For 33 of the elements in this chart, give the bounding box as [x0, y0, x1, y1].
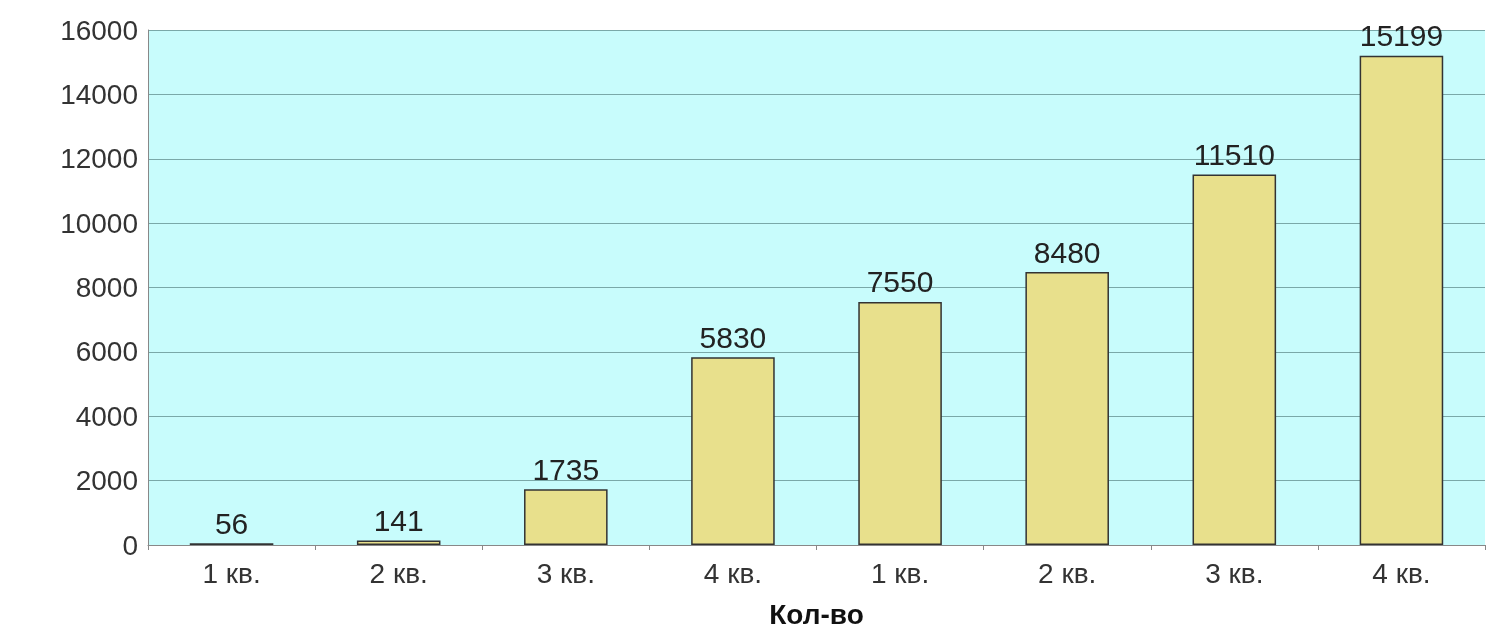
bar: [356, 540, 441, 545]
bar: [1359, 55, 1444, 545]
data-label: 141: [373, 503, 424, 537]
bar: [524, 489, 608, 545]
y-tick-label: 2000: [75, 465, 138, 497]
x-tick-label: 1 кв.: [202, 557, 261, 589]
bar: [858, 301, 942, 545]
data-label: 11510: [1193, 138, 1275, 172]
x-tick-label: 3 кв.: [1205, 557, 1264, 589]
y-tick-label: 10000: [60, 207, 138, 239]
bar: [1025, 272, 1109, 545]
y-tick-label: 6000: [75, 336, 138, 368]
y-tick-label: 14000: [60, 78, 138, 110]
x-tick-label: 2 кв.: [1038, 557, 1097, 589]
y-tick-label: 12000: [60, 143, 138, 175]
data-label: 7550: [866, 265, 934, 299]
y-tick-label: 16000: [60, 14, 138, 46]
x-tick-label: 4 кв.: [703, 557, 763, 589]
data-label: 5830: [699, 320, 767, 354]
data-label: 1735: [532, 452, 600, 486]
data-label: 8480: [1033, 235, 1101, 269]
x-tick-label: 1 кв.: [870, 557, 930, 589]
bar: [691, 357, 775, 545]
data-label: 15199: [1359, 19, 1444, 53]
y-tick-label: 0: [122, 529, 138, 561]
bar: [1192, 174, 1277, 545]
y-tick-label: 8000: [75, 272, 138, 303]
y-tick-label: 4000: [75, 400, 138, 432]
x-tick-label: 2 кв.: [369, 557, 428, 589]
x-tick-label: 4 кв.: [1372, 557, 1431, 589]
x-axis-title: Кол-во: [769, 598, 864, 630]
x-tick-label: 3 кв.: [536, 557, 595, 589]
data-label: 56: [214, 506, 249, 540]
